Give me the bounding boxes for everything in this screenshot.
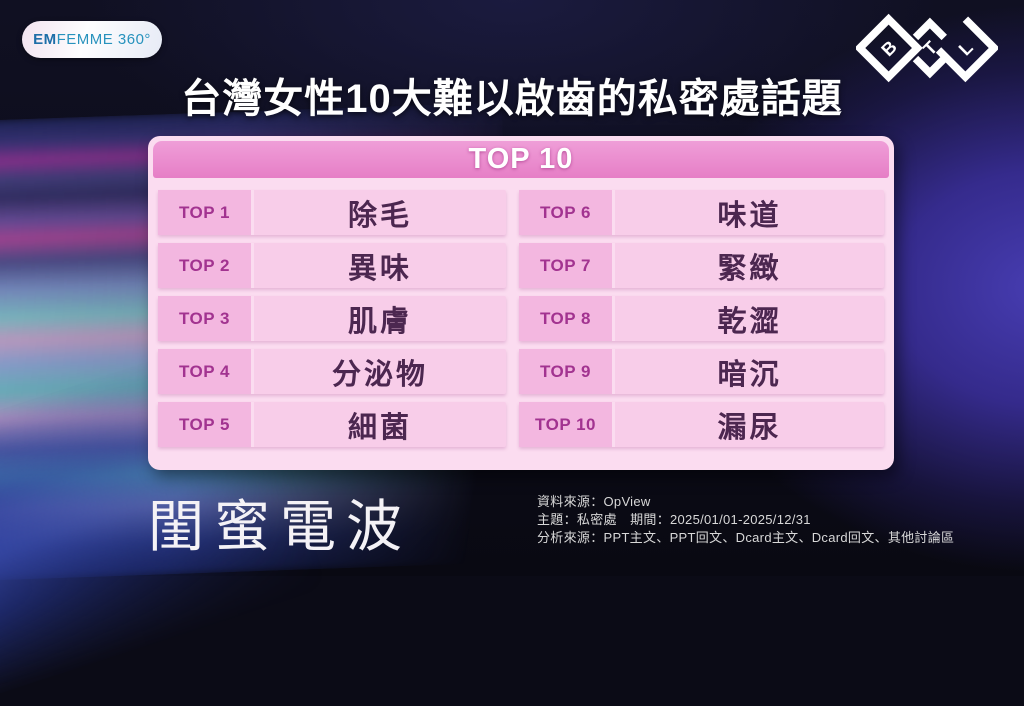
topic-text: 細菌 xyxy=(347,411,412,444)
ranking-row: TOP 8 乾澀 xyxy=(519,296,884,341)
rank-label: TOP 6 xyxy=(519,190,615,235)
data-source-line: 資料來源：OpView xyxy=(537,494,651,509)
topic-text: 乾澀 xyxy=(717,305,782,338)
brand-badge-bold-part: EM xyxy=(33,31,57,48)
topic-text: 肌膚 xyxy=(347,305,412,338)
topic-text: 暗沉 xyxy=(717,358,782,391)
ranking-row: TOP 5 細菌 xyxy=(158,402,506,447)
btl-letter-b: B xyxy=(877,37,900,60)
footer-brand-name: 閨蜜電波 xyxy=(148,497,412,559)
ranking-column-left: TOP 1 除毛 TOP 2 異味 TOP 3 肌膚 TOP 4 分泌物 TOP 5 細菌 xyxy=(158,190,506,447)
top10-header: TOP 10 xyxy=(153,141,889,178)
rank-label: TOP 8 xyxy=(519,296,615,341)
topic-text: 緊緻 xyxy=(717,252,782,285)
ranking-row: TOP 3 肌膚 xyxy=(158,296,506,341)
data-source-line: 主題：私密處 期間：2025/01/01-2025/12/31 xyxy=(537,512,811,528)
ranking-row: TOP 10 漏尿 xyxy=(519,402,884,447)
btl-letter-l: L xyxy=(955,37,977,59)
topic-text: 味道 xyxy=(717,199,782,232)
ranking-row: TOP 2 異味 xyxy=(158,243,506,288)
data-source-line: 分析來源：PPT主文、PPT回文、Dcard主文、Dcard回文、其他討論區 xyxy=(537,530,955,546)
ranking-row: TOP 4 分泌物 xyxy=(158,349,506,394)
brand-badge-label: EMFEMME 360° xyxy=(33,31,151,48)
rank-label: TOP 10 xyxy=(519,402,615,447)
data-source-block: 資料來源：OpView 主題：私密處 期間：2025/01/01-2025/12… xyxy=(537,493,954,548)
ranking-row: TOP 7 緊緻 xyxy=(519,243,884,288)
ranking-columns: TOP 1 除毛 TOP 2 異味 TOP 3 肌膚 TOP 4 分泌物 TOP 5 細菌 TOP… xyxy=(153,178,889,447)
topic-text: 異味 xyxy=(347,252,412,285)
topic-text: 除毛 xyxy=(347,199,412,232)
btl-diamonds-icon: B T L xyxy=(854,13,1000,83)
btl-letter-t: T xyxy=(919,37,941,59)
topic-text: 分泌物 xyxy=(331,358,428,391)
ranking-row: TOP 9 暗沉 xyxy=(519,349,884,394)
ranking-row: TOP 6 味道 xyxy=(519,190,884,235)
topic-text: 漏尿 xyxy=(717,411,782,444)
rank-label: TOP 1 xyxy=(158,190,254,235)
top10-panel: TOP 10 TOP 1 除毛 TOP 2 異味 TOP 3 肌膚 TOP 4 分泌物 TOP … xyxy=(148,136,894,470)
brand-badge-rest-part: FEMME 360° xyxy=(56,31,151,48)
slide-title: 台灣女性10大難以啟齒的私密處話題 xyxy=(181,77,843,121)
ranking-column-right: TOP 6 味道 TOP 7 緊緻 TOP 8 乾澀 TOP 9 暗沉 TOP 10 漏尿 xyxy=(519,190,884,447)
btl-logo: B T L xyxy=(854,6,1000,90)
rank-label: TOP 9 xyxy=(519,349,615,394)
rank-label: TOP 5 xyxy=(158,402,254,447)
rank-label: TOP 4 xyxy=(158,349,254,394)
rank-label: TOP 2 xyxy=(158,243,254,288)
ranking-row: TOP 1 除毛 xyxy=(158,190,506,235)
rank-label: TOP 3 xyxy=(158,296,254,341)
emfemme-360-badge: EMFEMME 360° xyxy=(22,21,162,58)
rank-label: TOP 7 xyxy=(519,243,615,288)
